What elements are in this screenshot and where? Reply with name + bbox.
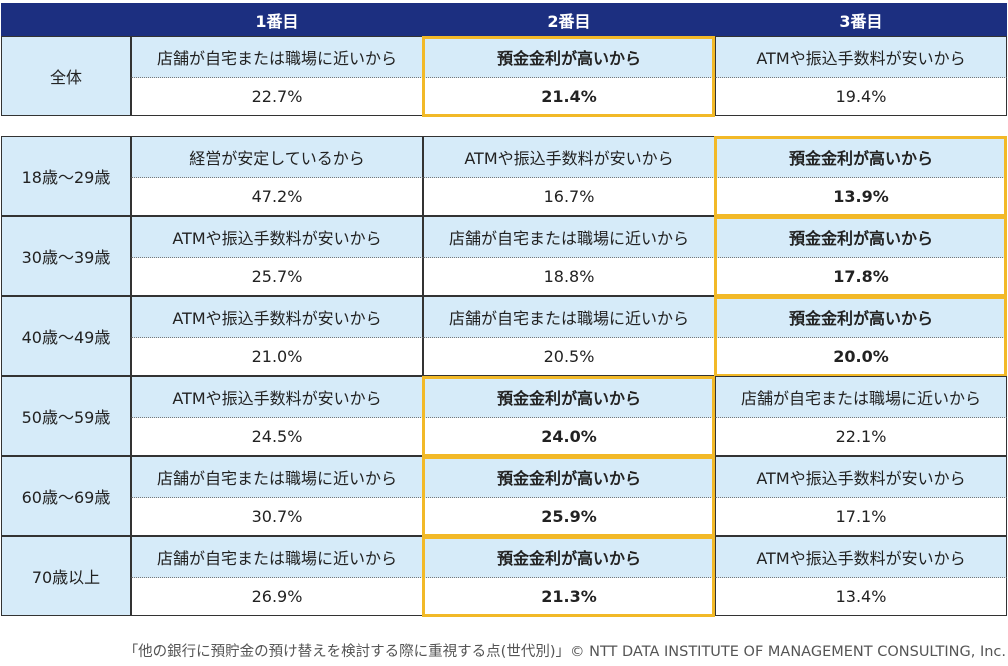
reason-cell: ATMや振込手数料が安いから <box>715 536 1007 578</box>
reason-cell: 預金金利が高いから <box>715 296 1007 338</box>
value-cell: 47.2% <box>131 178 423 216</box>
value-cell: 21.3% <box>423 578 715 616</box>
value-cell: 24.0% <box>423 418 715 456</box>
reason-cell: ATMや振込手数料が安いから <box>131 216 423 258</box>
reason-cell: 店舗が自宅または職場に近いから <box>423 216 715 258</box>
reason-cell: 経営が安定しているから <box>131 136 423 178</box>
value-cell: 18.8% <box>423 258 715 296</box>
value-cell: 24.5% <box>131 418 423 456</box>
value-cell: 13.9% <box>715 178 1007 216</box>
value-cell: 21.0% <box>131 338 423 376</box>
value-cell: 19.4% <box>715 78 1007 116</box>
reason-cell: 預金金利が高いから <box>715 216 1007 258</box>
row-label: 70歳以上 <box>1 536 131 616</box>
reason-cell: 店舗が自宅または職場に近いから <box>715 376 1007 418</box>
row-label: 60歳～69歳 <box>1 456 131 536</box>
reason-cell: 店舗が自宅または職場に近いから <box>131 456 423 498</box>
reason-cell: 預金金利が高いから <box>423 376 715 418</box>
reason-cell: ATMや振込手数料が安いから <box>423 136 715 178</box>
reason-cell: 店舗が自宅または職場に近いから <box>131 536 423 578</box>
value-cell: 17.1% <box>715 498 1007 536</box>
value-cell: 25.9% <box>423 498 715 536</box>
column-header-2: 2番目 <box>423 3 715 36</box>
source-caption: 「他の銀行に預貯金の預け替えを検討する際に重視する点(世代別)」© NTT DA… <box>123 644 1006 660</box>
value-cell: 17.8% <box>715 258 1007 296</box>
value-cell: 26.9% <box>131 578 423 616</box>
row-label: 30歳～39歳 <box>1 216 131 296</box>
reason-cell: 店舗が自宅または職場に近いから <box>423 296 715 338</box>
value-cell: 25.7% <box>131 258 423 296</box>
row-label: 40歳～49歳 <box>1 296 131 376</box>
value-cell: 16.7% <box>423 178 715 216</box>
value-cell: 13.4% <box>715 578 1007 616</box>
reason-cell: ATMや振込手数料が安いから <box>131 296 423 338</box>
reason-cell: ATMや振込手数料が安いから <box>715 456 1007 498</box>
value-cell: 20.0% <box>715 338 1007 376</box>
reason-cell: 預金金利が高いから <box>715 136 1007 178</box>
reason-cell: 預金金利が高いから <box>423 36 715 78</box>
column-header-3: 3番目 <box>715 3 1007 36</box>
row-label: 全体 <box>1 36 131 116</box>
column-header-1: 1番目 <box>131 3 423 36</box>
reason-cell: 預金金利が高いから <box>423 456 715 498</box>
reason-cell: 預金金利が高いから <box>423 536 715 578</box>
reason-cell: 店舗が自宅または職場に近いから <box>131 36 423 78</box>
header-corner <box>1 3 131 36</box>
value-cell: 30.7% <box>131 498 423 536</box>
reason-cell: ATMや振込手数料が安いから <box>131 376 423 418</box>
value-cell: 22.7% <box>131 78 423 116</box>
value-cell: 21.4% <box>423 78 715 116</box>
value-cell: 22.1% <box>715 418 1007 456</box>
row-label: 50歳～59歳 <box>1 376 131 456</box>
reason-cell: ATMや振込手数料が安いから <box>715 36 1007 78</box>
row-label: 18歳～29歳 <box>1 136 131 216</box>
value-cell: 20.5% <box>423 338 715 376</box>
